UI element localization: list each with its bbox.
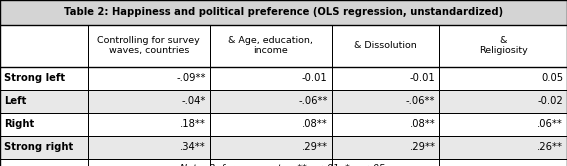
Text: .06**: .06** (537, 119, 563, 129)
Bar (439, 90, 567, 113)
Text: -.09**: -.09** (176, 73, 206, 83)
Text: .29**: .29** (409, 142, 435, 152)
Bar (88, 67, 210, 90)
Bar (439, 136, 567, 159)
Bar (332, 67, 439, 90)
Text: Right: Right (4, 119, 34, 129)
Bar (210, 25, 332, 67)
Text: &
Religiosity: & Religiosity (479, 36, 527, 55)
Text: Left: Left (4, 96, 27, 106)
Bar (210, 113, 332, 136)
Bar (332, 25, 439, 67)
Bar (439, 25, 567, 67)
Text: -.04*: -.04* (181, 96, 206, 106)
Text: -.06**: -.06** (298, 96, 328, 106)
Bar (0, 0, 567, 25)
Bar (210, 90, 332, 113)
Bar (0, 67, 88, 90)
Bar (0, 25, 88, 67)
Text: Strong right: Strong right (4, 142, 73, 152)
Text: Note: Reference center; ** p<.01; * p <.05.: Note: Reference center; ** p<.01; * p <.… (180, 164, 387, 166)
Bar (0, 159, 567, 166)
Text: .34**: .34** (180, 142, 206, 152)
Bar (439, 113, 567, 136)
Text: -0.01: -0.01 (410, 73, 435, 83)
Text: -.06**: -.06** (406, 96, 435, 106)
Bar (88, 90, 210, 113)
Bar (88, 136, 210, 159)
Bar (0, 90, 88, 113)
Text: Strong left: Strong left (4, 73, 65, 83)
Text: .08**: .08** (410, 119, 435, 129)
Text: & Age, education,
income: & Age, education, income (229, 36, 313, 55)
Text: 0.05: 0.05 (541, 73, 563, 83)
Bar (439, 67, 567, 90)
Bar (332, 113, 439, 136)
Bar (332, 136, 439, 159)
Text: .29**: .29** (302, 142, 328, 152)
Bar (210, 136, 332, 159)
Text: & Dissolution: & Dissolution (354, 41, 417, 50)
Text: -0.02: -0.02 (538, 96, 563, 106)
Bar (88, 25, 210, 67)
Bar (332, 90, 439, 113)
Text: Controlling for survey
waves, countries: Controlling for survey waves, countries (98, 36, 200, 55)
Text: .26**: .26** (537, 142, 563, 152)
Bar (88, 113, 210, 136)
Bar (0, 136, 88, 159)
Bar (0, 113, 88, 136)
Text: .08**: .08** (302, 119, 328, 129)
Text: -0.01: -0.01 (302, 73, 328, 83)
Bar (210, 67, 332, 90)
Text: Table 2: Happiness and political preference (OLS regression, unstandardized): Table 2: Happiness and political prefere… (64, 7, 503, 17)
Text: .18**: .18** (180, 119, 206, 129)
